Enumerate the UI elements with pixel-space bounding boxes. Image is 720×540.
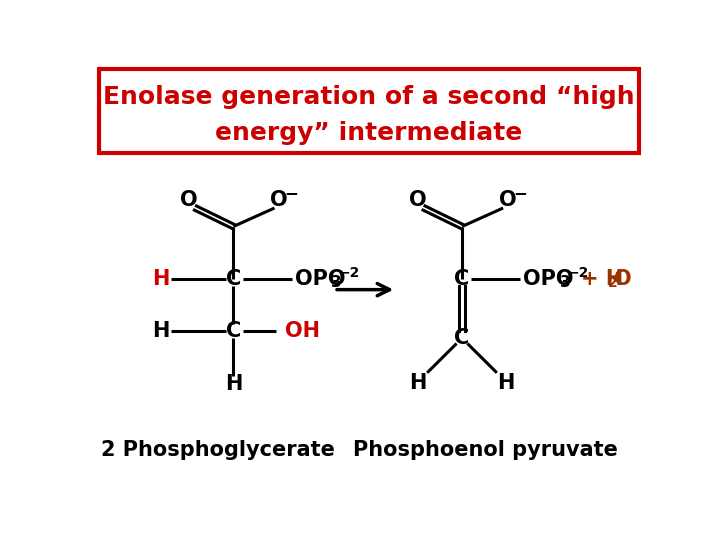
Text: 2: 2 <box>608 276 618 289</box>
Text: C: C <box>454 269 469 289</box>
Text: O: O <box>181 190 198 210</box>
Text: Phosphoenol pyruvate: Phosphoenol pyruvate <box>353 440 618 460</box>
FancyBboxPatch shape <box>99 70 639 153</box>
Text: OPO: OPO <box>523 269 574 289</box>
Text: H: H <box>153 321 170 341</box>
Text: H: H <box>225 374 242 394</box>
Text: + H: + H <box>580 269 623 289</box>
Text: O: O <box>499 190 516 210</box>
Text: OH: OH <box>285 321 320 341</box>
Text: energy” intermediate: energy” intermediate <box>215 120 523 145</box>
Text: Enolase generation of a second “high: Enolase generation of a second “high <box>103 85 635 109</box>
Text: −: − <box>513 184 527 202</box>
Text: C: C <box>226 269 241 289</box>
Text: −: − <box>284 184 298 202</box>
Text: O: O <box>270 190 288 210</box>
Text: O: O <box>614 269 631 289</box>
Text: H: H <box>153 269 170 289</box>
Text: OPO: OPO <box>294 269 345 289</box>
Text: 3: 3 <box>331 275 342 290</box>
Text: C: C <box>454 328 469 348</box>
Text: −2: −2 <box>339 266 360 280</box>
Text: −2: −2 <box>567 266 589 280</box>
Text: C: C <box>226 321 241 341</box>
Text: 3: 3 <box>559 275 570 290</box>
Text: O: O <box>409 190 427 210</box>
Text: H: H <box>409 373 426 393</box>
Text: H: H <box>498 373 515 393</box>
Text: 2 Phosphoglycerate: 2 Phosphoglycerate <box>101 440 335 460</box>
